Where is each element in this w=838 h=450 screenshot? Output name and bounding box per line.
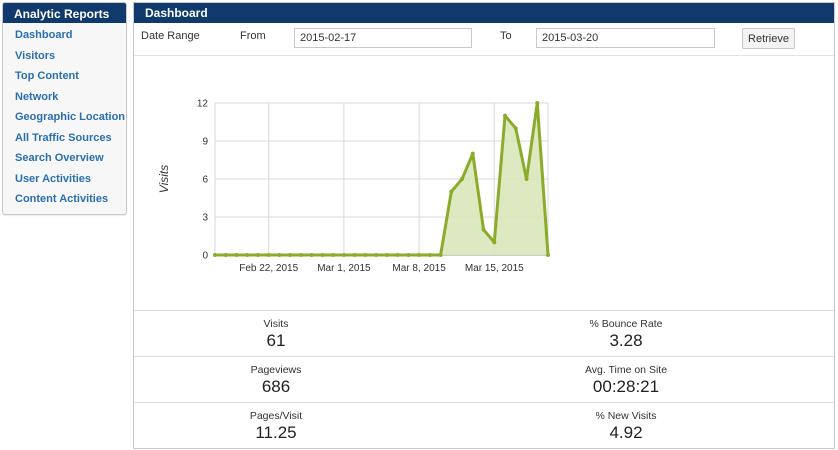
x-tick-label: Mar 8, 2015 (392, 263, 446, 274)
sidebar-item-network[interactable]: Network (15, 90, 59, 103)
data-point (331, 253, 336, 257)
stat-value: 11.25 (255, 423, 297, 442)
visits-chart: 0 3 6 9 12 Feb 22, 2015 Mar 1, 2015 Mar 8, 2015… (134, 56, 834, 311)
stat-pages-per-visit: Pages/Visit 11.25 (134, 403, 418, 443)
y-tick-label: 9 (202, 137, 208, 148)
data-point (481, 227, 486, 232)
to-date-input[interactable] (536, 28, 715, 48)
date-range-label: Date Range (141, 30, 200, 42)
data-point (309, 253, 314, 257)
data-point (513, 126, 518, 131)
stat-value: 3.28 (609, 331, 643, 350)
data-point (374, 253, 379, 257)
stats-row: Pages/Visit 11.25 % New Visits 4.92 (134, 402, 834, 448)
stat-label: % Bounce Rate (589, 318, 663, 330)
stat-label: Pages/Visit (249, 410, 303, 422)
y-tick-label: 0 (202, 251, 208, 262)
stat-visits: Visits 61 (134, 311, 418, 351)
stat-label: Pageviews (250, 364, 302, 376)
stat-label: % New Visits (595, 410, 657, 422)
data-point (384, 253, 389, 257)
data-point (213, 253, 217, 257)
stat-pageviews: Pageviews 686 (134, 357, 418, 397)
visits-area (215, 103, 548, 255)
sidebar-item-dashboard[interactable]: Dashboard (15, 29, 73, 41)
x-tick-label: Mar 15, 2015 (465, 263, 524, 274)
visits-chart-svg: 0 3 6 9 12 Feb 22, 2015 Mar 1, 2015 Mar 8, 2015… (157, 99, 550, 274)
from-date-input[interactable] (294, 28, 472, 48)
stat-value: 00:28:21 (592, 377, 660, 396)
data-point (535, 101, 540, 105)
sidebar-item-search-overview[interactable]: Search Overview (15, 152, 104, 164)
data-point (277, 253, 282, 257)
retrieve-button[interactable]: Retrieve (742, 28, 795, 49)
panel-title: Dashboard (134, 3, 834, 23)
sidebar-item-all-traffic-sources[interactable]: All Traffic Sources (15, 131, 112, 144)
date-range-toolbar: Date Range From To Retrieve (134, 23, 834, 56)
data-point (223, 253, 228, 257)
y-tick-label: 12 (197, 99, 209, 110)
stats-row: Visits 61 % Bounce Rate 3.28 (134, 310, 834, 356)
data-point (234, 253, 239, 257)
stat-bounce-rate: % Bounce Rate 3.28 (484, 311, 768, 351)
stat-value: 4.92 (609, 423, 643, 442)
stats-row: Pageviews 686 Avg. Time on Site 00:28:21 (134, 356, 834, 402)
y-tick-label: 6 (202, 175, 208, 186)
y-axis-label: Visits (157, 165, 171, 193)
data-point (427, 253, 432, 257)
data-point (524, 177, 529, 181)
data-point (470, 151, 475, 156)
y-tick-label: 3 (202, 213, 208, 224)
stat-label: Visits (263, 318, 289, 330)
x-tick-label: Mar 1, 2015 (317, 263, 371, 274)
sidebar-item-visitors[interactable]: Visitors (15, 49, 56, 62)
data-point (449, 189, 454, 194)
stat-new-visits: % New Visits 4.92 (484, 403, 768, 443)
data-point (438, 253, 443, 257)
sidebar-item-user-activities[interactable]: User Activities (15, 172, 92, 185)
data-point (266, 253, 271, 257)
data-point (341, 253, 346, 257)
data-point (546, 253, 550, 257)
stat-avg-time-on-site: Avg. Time on Site 00:28:21 (484, 357, 768, 397)
sidebar-item-top-content[interactable]: Top Content (15, 70, 79, 82)
sidebar: Analytic Reports Dashboard Visitors Top … (2, 2, 127, 215)
data-point (288, 253, 293, 257)
data-point (352, 253, 357, 257)
data-point (406, 253, 411, 257)
data-point (320, 253, 325, 257)
stat-value: 61 (266, 331, 286, 350)
data-point (395, 253, 400, 257)
data-point (417, 253, 422, 257)
to-label: To (500, 30, 512, 42)
from-label: From (240, 30, 266, 42)
stat-value: 686 (261, 377, 291, 396)
data-point (492, 240, 497, 245)
sidebar-title: Analytic Reports (3, 3, 126, 23)
sidebar-item-content-activities[interactable]: Content Activities (15, 193, 109, 205)
sidebar-item-geographic-location[interactable]: Geographic Location (15, 111, 126, 123)
data-point (255, 253, 260, 257)
data-point (363, 253, 368, 257)
data-point (298, 253, 303, 257)
stat-label: Avg. Time on Site (584, 364, 668, 376)
data-point (245, 253, 250, 257)
x-tick-label: Feb 22, 2015 (239, 263, 298, 274)
data-point (460, 177, 465, 181)
dashboard-panel: Dashboard Date Range From To Retrieve 0 3… (133, 2, 835, 449)
stats-table: Visits 61 % Bounce Rate 3.28 Pageviews 6… (134, 310, 834, 448)
data-point (503, 113, 508, 118)
sidebar-menu: Dashboard Visitors Top Content Network G… (3, 23, 126, 214)
